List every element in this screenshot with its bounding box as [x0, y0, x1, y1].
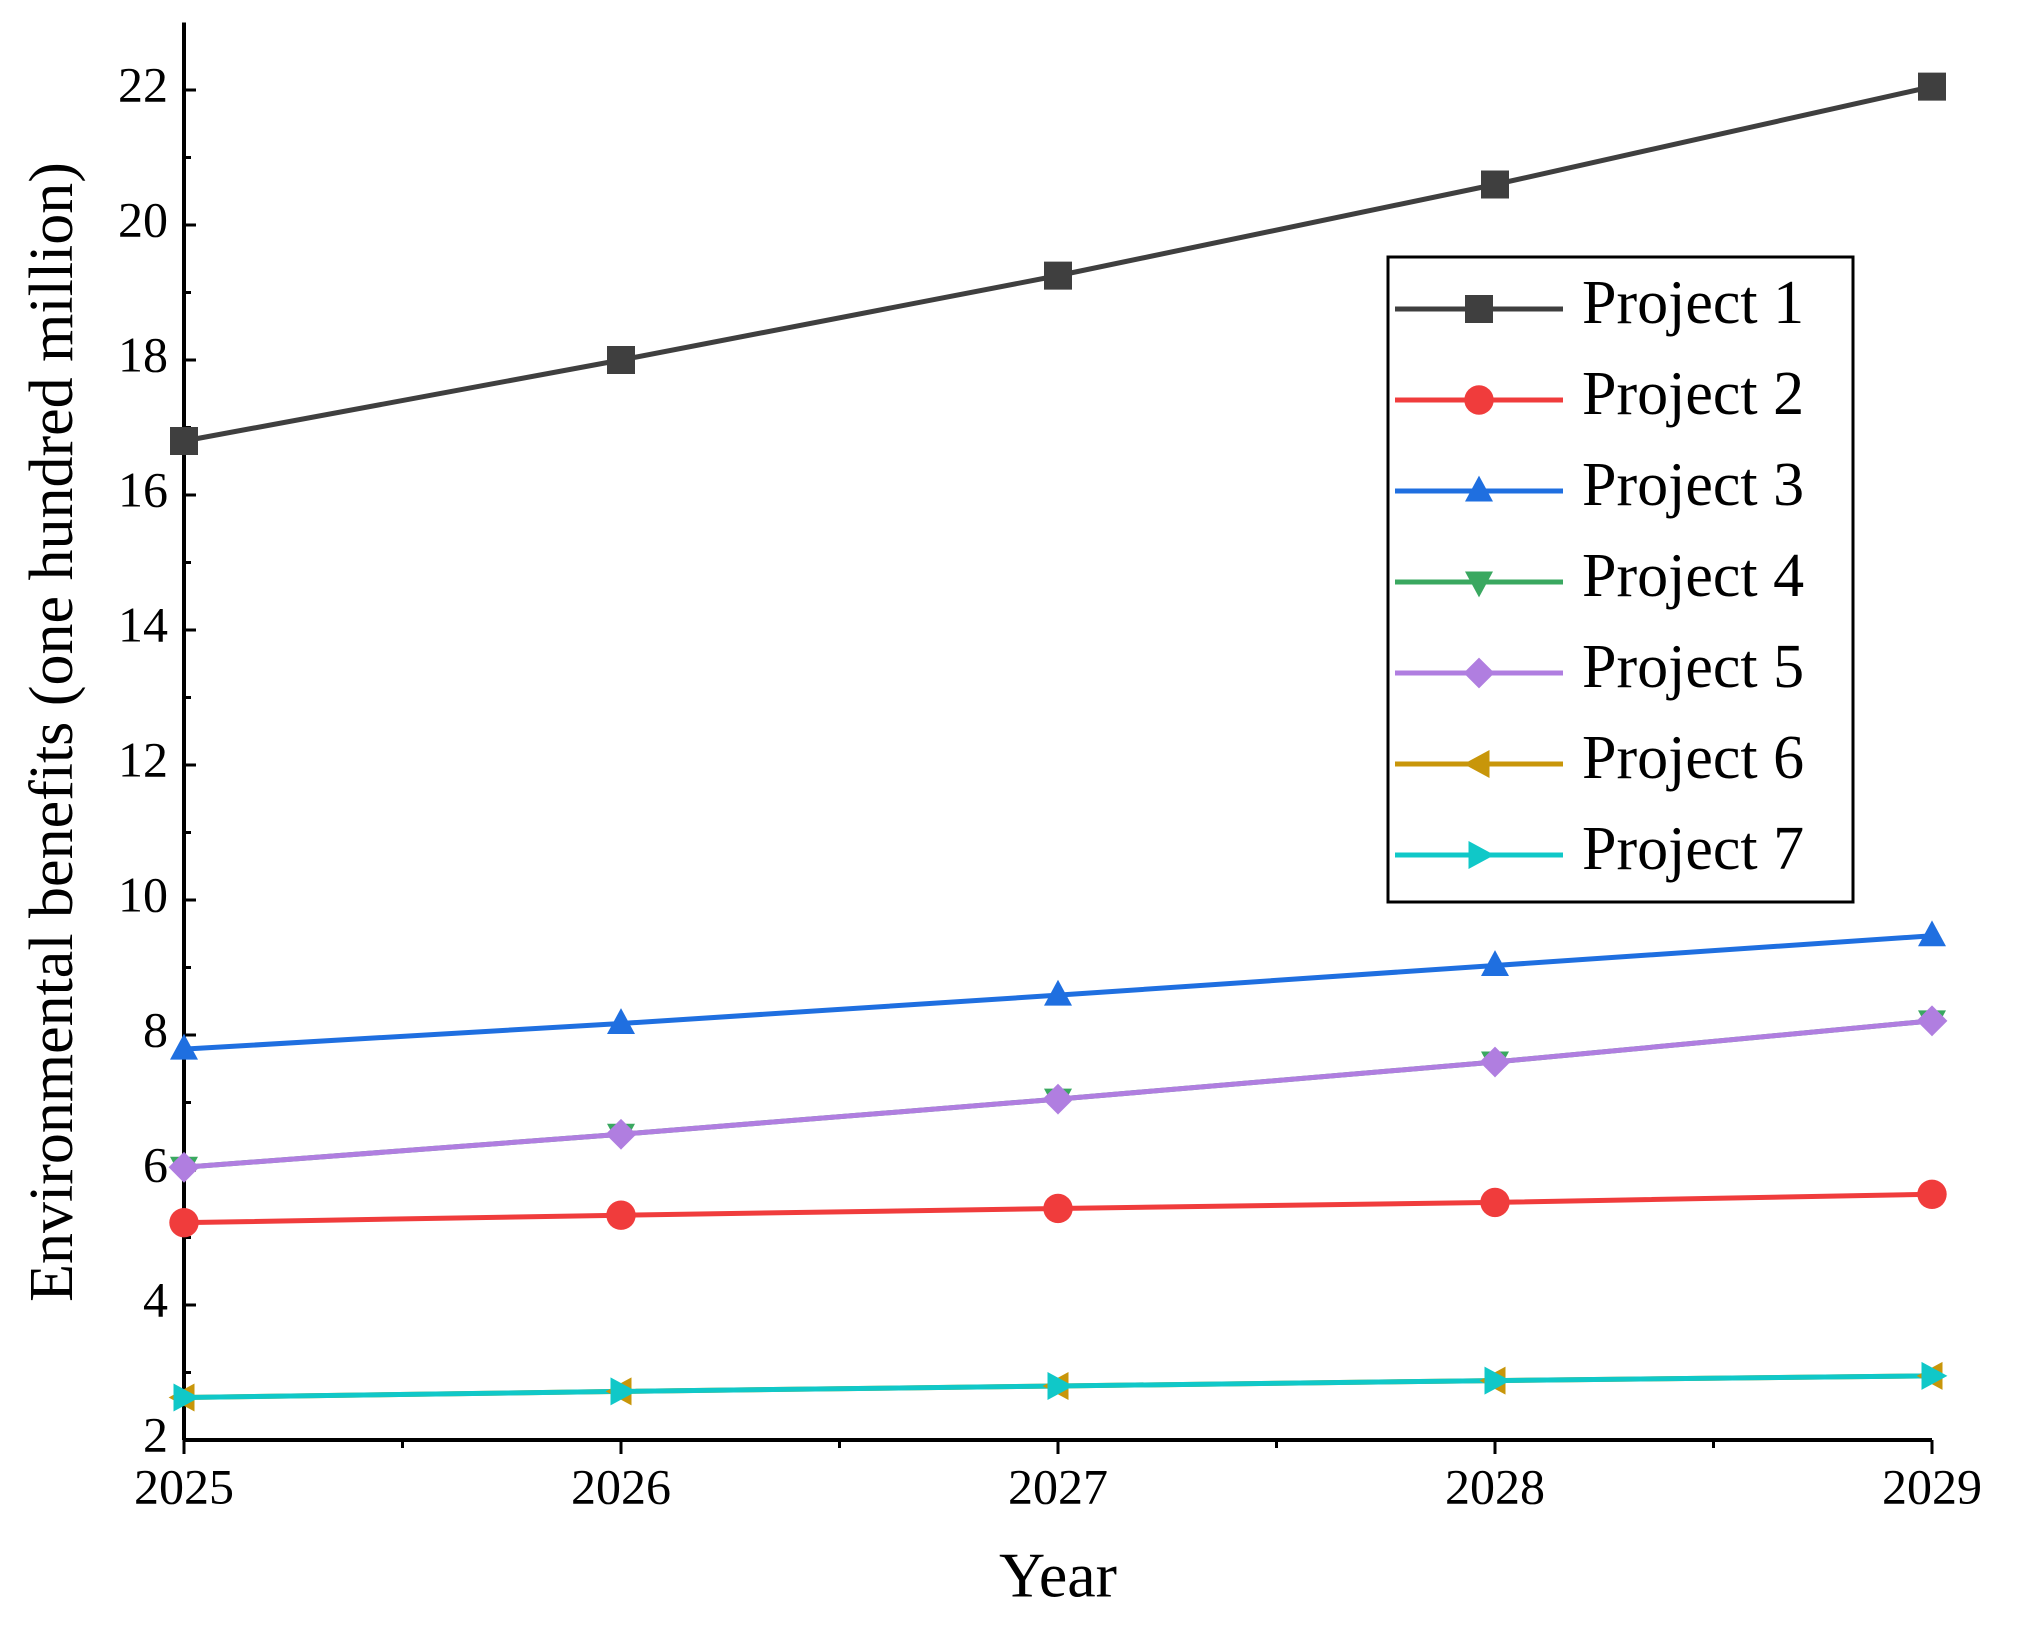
marker	[1917, 1179, 1947, 1210]
marker	[173, 1383, 200, 1412]
marker	[1047, 1372, 1074, 1400]
legend-label: Project 6	[1582, 724, 1804, 792]
marker	[1465, 475, 1493, 502]
marker	[1465, 295, 1493, 323]
legend-label: Project 5	[1582, 633, 1804, 701]
marker	[610, 1377, 637, 1406]
y-tick-label: 16	[118, 461, 168, 517]
marker	[606, 1200, 636, 1230]
marker	[1042, 1083, 1074, 1115]
marker	[1464, 385, 1494, 415]
marker	[1468, 841, 1495, 869]
legend-label: Project 1	[1582, 269, 1804, 337]
x-tick-label: 2028	[1445, 1458, 1545, 1514]
marker	[170, 427, 198, 455]
y-tick-label: 6	[143, 1136, 168, 1192]
marker	[169, 1207, 199, 1238]
marker	[1465, 571, 1493, 598]
marker	[168, 1151, 200, 1183]
marker	[1916, 1005, 1948, 1037]
y-tick-label: 8	[143, 1001, 168, 1057]
marker	[1480, 1187, 1510, 1218]
legend-label: Project 4	[1582, 542, 1804, 610]
marker	[1479, 1046, 1511, 1078]
x-axis-title: Year	[999, 1540, 1117, 1611]
marker	[1043, 1193, 1073, 1224]
marker	[605, 1118, 637, 1150]
marker	[1463, 657, 1495, 689]
marker	[1044, 261, 1072, 290]
x-tick-label: 2026	[571, 1458, 671, 1514]
y-tick-label: 4	[143, 1271, 168, 1327]
x-tick-label: 2025	[134, 1458, 234, 1514]
marker	[1044, 979, 1072, 1006]
y-tick-label: 22	[118, 56, 168, 112]
marker	[1463, 750, 1490, 778]
legend-label: Project 2	[1582, 360, 1804, 428]
marker	[1484, 1366, 1511, 1395]
legend-label: Project 3	[1582, 451, 1804, 519]
marker	[1918, 72, 1946, 101]
marker	[607, 346, 635, 374]
x-tick-label: 2029	[1882, 1458, 1982, 1514]
y-tick-label: 10	[118, 866, 168, 922]
marker	[170, 1033, 198, 1060]
y-tick-label: 18	[118, 326, 168, 382]
marker	[607, 1008, 635, 1035]
marker	[1481, 950, 1509, 976]
y-tick-label: 12	[118, 731, 168, 787]
y-tick-label: 2	[143, 1406, 168, 1462]
y-tick-label: 20	[118, 191, 168, 247]
x-tick-label: 2027	[1008, 1458, 1108, 1514]
marker	[1921, 1361, 1948, 1390]
marker	[1481, 170, 1509, 199]
legend-label: Project 7	[1582, 815, 1804, 883]
marker	[1918, 920, 1946, 947]
y-tick-label: 14	[118, 596, 168, 652]
y-axis-title: Environmental benefits (one hundred mill…	[18, 162, 86, 1302]
